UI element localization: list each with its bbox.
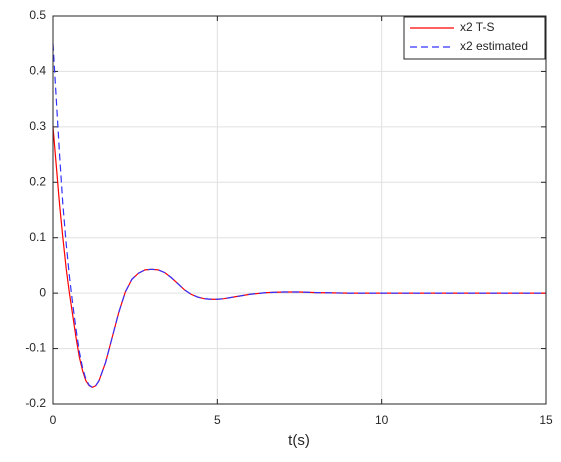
x-tick-label: 10: [375, 413, 389, 427]
x-axis-label: t(s): [288, 432, 310, 449]
x-tick-label: 5: [214, 413, 221, 427]
plot-frame: [52, 15, 547, 405]
x-tick-label: 0: [50, 413, 57, 427]
legend-label: x2 T-S: [460, 20, 494, 34]
y-tick-label: 0.3: [29, 119, 46, 133]
y-tick-label: -0.1: [25, 341, 46, 355]
series-line: [52, 43, 546, 389]
x-tick-label: 15: [539, 413, 553, 427]
y-tick-label: 0.5: [29, 8, 46, 22]
y-tick-label: 0: [39, 285, 46, 299]
y-tick-label: 0.4: [29, 64, 46, 78]
y-tick-label: 0.2: [29, 174, 46, 188]
y-tick-label: 0.1: [29, 230, 46, 244]
legend-label: x2 estimated: [460, 39, 528, 53]
y-tick-label: -0.2: [25, 396, 46, 410]
legend-box: [403, 16, 546, 60]
